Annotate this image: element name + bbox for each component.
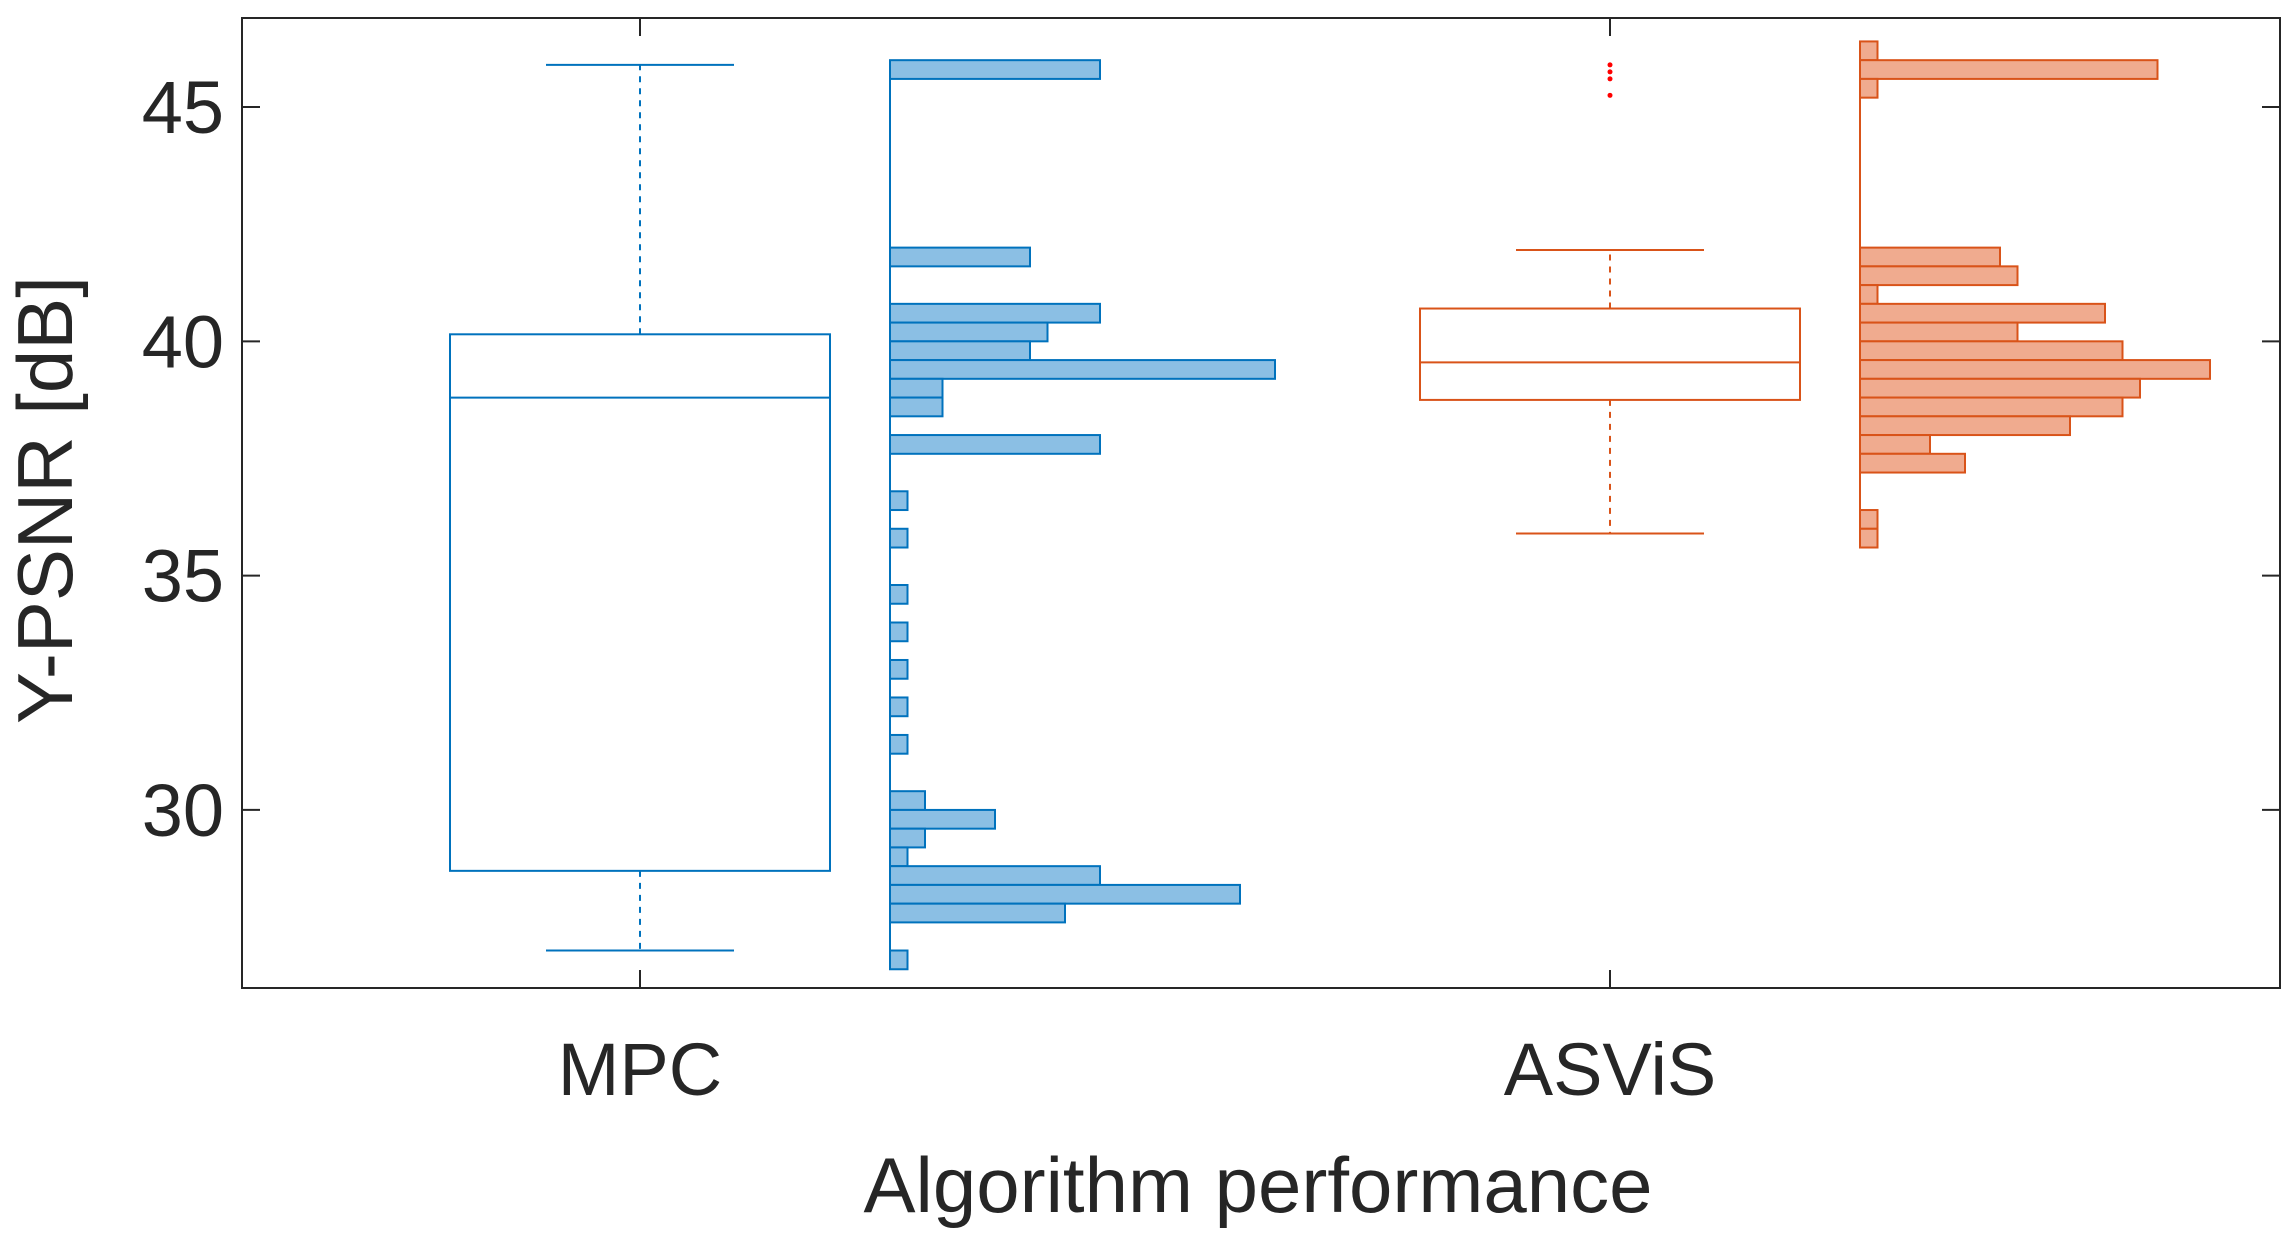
axes: 30 35 40 45 MPC ASViS [142,18,2280,1111]
histogram-bar [1859,321,2019,343]
histogram-bar [1859,359,2211,380]
histogram-bar [889,321,1049,343]
y-tick-label: 35 [142,535,224,618]
histogram-bar [889,527,909,549]
x-axis-label: Algorithm performance [864,1141,1653,1229]
outlier-point [1607,76,1613,82]
box-iqr [1419,307,1801,401]
y-tick-label: 30 [142,769,224,852]
histogram-bar [889,949,909,971]
histogram-bar [1859,246,2001,268]
plot-area [241,17,2281,989]
series-asvis [1419,40,2211,549]
histogram-bar [889,865,1101,886]
histogram-bar [1859,452,1966,474]
box-iqr [449,333,831,872]
histogram-bar [889,808,996,830]
histogram-bar [889,658,909,680]
histogram-bar [889,246,1031,268]
histogram-bar [1859,284,1879,305]
histogram-bar [1859,415,2071,437]
histogram-bar [889,883,1241,905]
histogram-bar [889,396,944,418]
histogram-bar [889,790,926,811]
histogram-bar [1859,434,1931,455]
histogram-bar [1859,265,2019,287]
histogram-bar [889,696,909,718]
histogram-bar [889,377,944,399]
outlier-point [1607,92,1613,98]
y-tick-label: 40 [142,300,224,383]
histogram-bar [889,59,1101,80]
histogram-bar [1859,340,2124,362]
histogram-bar [889,846,909,868]
histogram-bar [889,733,909,755]
histogram-bar [1859,509,1879,530]
histogram-bar [889,340,1031,362]
histogram-bar [889,434,1101,455]
histogram-bar [889,827,926,849]
y-axis-label: Y-PSNR [dB] [1,276,89,724]
histogram-bar [889,302,1101,324]
x-tick-label: MPC [558,1028,722,1111]
histogram-bar [1859,40,1879,62]
histogram-bar [1859,377,2141,399]
histogram-bar [889,359,1276,380]
chart-marks [449,40,2211,971]
y-tick-label: 45 [142,66,224,149]
histogram-bar [1859,527,1879,549]
histogram-bar [889,584,909,605]
histogram-bar [889,490,909,512]
plot-frame [241,17,2281,989]
histogram-bar [889,621,909,643]
histogram-bar [1859,396,2124,418]
histogram-bar [1859,302,2106,324]
series-mpc [449,59,1276,971]
histogram-bar [889,902,1066,924]
histogram-bar [1859,59,2159,80]
x-tick-label: ASViS [1504,1028,1717,1111]
outlier-point [1607,62,1613,68]
histogram-bar [1859,77,1879,99]
outlier-point [1607,69,1613,75]
